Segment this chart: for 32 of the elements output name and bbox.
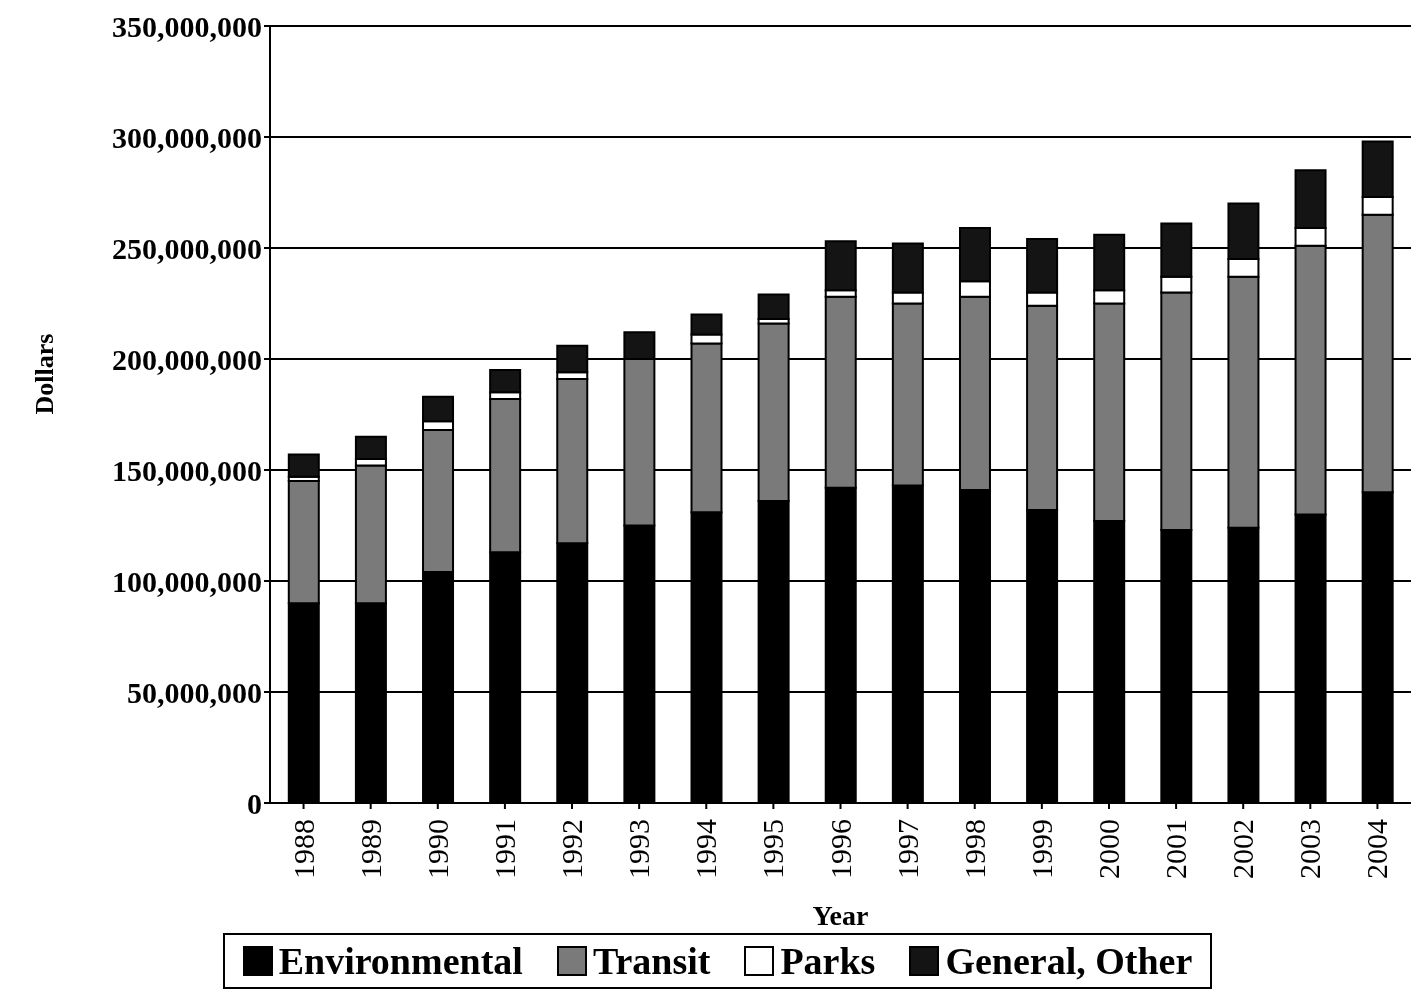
- legend-label: Environmental: [277, 939, 523, 983]
- y-tick-label: 300,000,000: [112, 120, 262, 154]
- y-tick-label: 250,000,000: [112, 231, 262, 265]
- x-tick-label: 2000: [1091, 819, 1125, 879]
- legend-label: Transit: [591, 939, 711, 983]
- y-tick-label: 100,000,000: [112, 564, 262, 598]
- y-tick-label: 50,000,000: [127, 675, 262, 709]
- x-tick-label: 1990: [420, 819, 454, 879]
- x-tick-label: 1991: [487, 819, 521, 879]
- x-tick-label: 1996: [823, 819, 857, 879]
- x-tick-label: 1998: [957, 819, 991, 879]
- x-tick-label: 1993: [622, 819, 656, 879]
- legend-label: General, Other: [944, 939, 1193, 983]
- x-tick-label: 1994: [689, 819, 723, 879]
- x-tick-label: 1989: [353, 819, 387, 879]
- x-tick-label: 2002: [1226, 819, 1260, 879]
- y-axis-title: Dollars: [30, 333, 60, 415]
- x-tick-label: 1992: [555, 819, 589, 879]
- x-tick-label: 2004: [1360, 819, 1394, 879]
- x-tick-label: 1997: [890, 819, 924, 879]
- x-tick-label: 2003: [1293, 819, 1327, 879]
- x-tick-label: 1988: [286, 819, 320, 879]
- y-tick-label: 350,000,000: [112, 9, 262, 43]
- x-tick-label: 1999: [1024, 819, 1058, 879]
- y-tick-label: 0: [247, 786, 262, 820]
- legend-label: Parks: [779, 939, 876, 983]
- x-tick-label: 2001: [1159, 819, 1193, 879]
- bar: [757, 293, 790, 321]
- y-tick-label: 200,000,000: [112, 342, 262, 376]
- x-tick-label: 1995: [756, 819, 790, 879]
- y-tick-label: 150,000,000: [112, 453, 262, 487]
- x-axis-title: Year: [812, 900, 869, 931]
